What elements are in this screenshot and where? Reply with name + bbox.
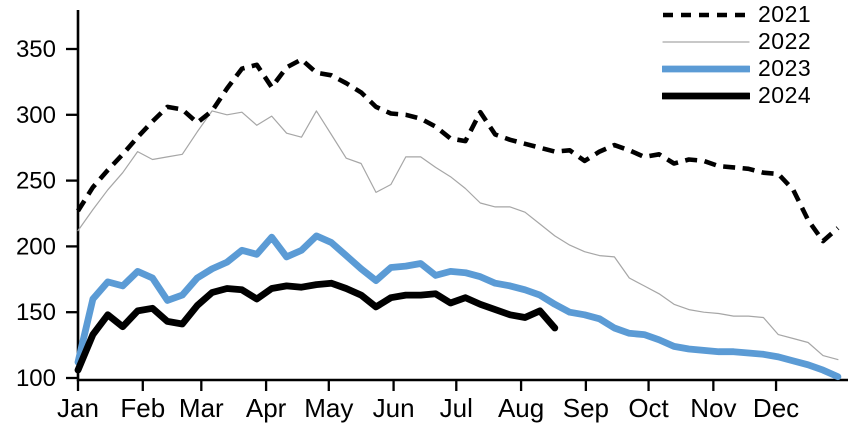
month-label-nov: Nov: [690, 393, 736, 423]
month-label-apr: Apr: [246, 393, 287, 423]
legend-swatch-2023-icon: [662, 65, 750, 72]
y-tick-label-250: 250: [16, 168, 56, 195]
legend-swatch-2024-icon: [662, 92, 750, 99]
legend-entry-2022: 2022: [662, 28, 811, 55]
month-label-aug: Aug: [498, 393, 544, 423]
month-label-feb: Feb: [120, 393, 165, 423]
month-label-dec: Dec: [753, 393, 799, 423]
series-line-2022: [77, 110, 839, 361]
y-tick-label-300: 300: [16, 102, 56, 129]
month-label-sep: Sep: [563, 393, 609, 423]
legend-entry-2024: 2024: [662, 82, 811, 109]
series-lines: [74, 57, 842, 381]
series-line-2024: [74, 279, 559, 374]
series-line-2023: [74, 232, 842, 381]
y-tick-label-150: 150: [16, 299, 56, 326]
month-label-oct: Oct: [628, 393, 669, 423]
month-label-jan: Jan: [57, 393, 99, 423]
month-label-jul: Jul: [440, 393, 473, 423]
legend-label-2022: 2022: [758, 28, 812, 54]
legend-swatch-2022-icon: [662, 40, 750, 43]
y-axis: 350 300 250 200 150 100: [16, 36, 78, 392]
x-axis: Jan Feb Mar Apr May Jun Jul Aug Sep Oct Nov Dec: [57, 380, 799, 423]
legend-entry-2021: 2021: [662, 1, 811, 28]
legend-swatch-2021-icon: [663, 12, 749, 17]
y-tick-label-200: 200: [16, 233, 56, 260]
legend-label-2024: 2024: [758, 82, 812, 108]
series-line-2021: [76, 57, 840, 244]
legend-label-2023: 2023: [758, 55, 812, 81]
legend: 2021 2022 2023 2024: [662, 1, 811, 109]
month-label-jun: Jun: [373, 393, 415, 423]
legend-label-2021: 2021: [758, 1, 812, 27]
legend-entry-2023: 2023: [662, 55, 811, 82]
month-label-mar: Mar: [179, 393, 224, 423]
y-tick-label-100: 100: [16, 365, 56, 392]
y-tick-label-350: 350: [16, 36, 56, 63]
month-label-may: May: [304, 393, 353, 423]
